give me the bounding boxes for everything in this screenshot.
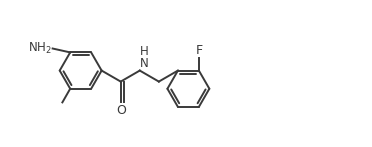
Text: NH$_2$: NH$_2$ xyxy=(28,41,52,56)
Text: O: O xyxy=(116,104,126,117)
Text: H
N: H N xyxy=(140,45,149,70)
Text: F: F xyxy=(195,44,202,57)
